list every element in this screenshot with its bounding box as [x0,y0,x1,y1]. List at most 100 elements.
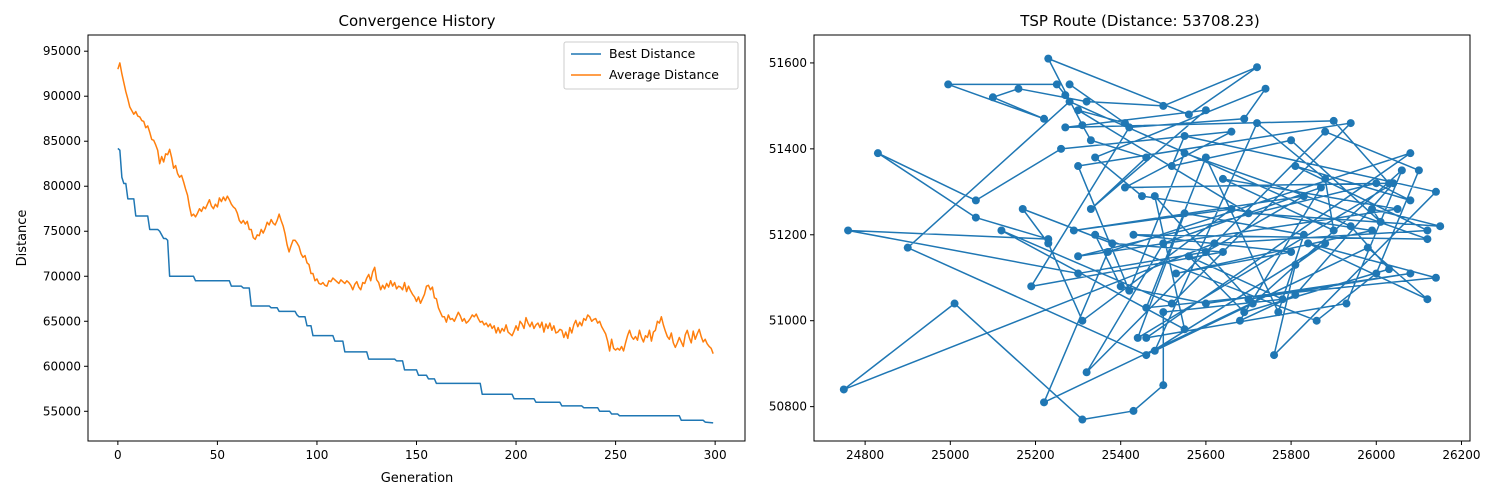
city-point [1397,166,1406,175]
city-point [1253,119,1262,128]
convergence-chart-title: Convergence History [338,12,495,30]
city-point [1040,114,1049,123]
y-tick-label: 51000 [769,314,807,328]
city-point [1069,226,1078,235]
y-tick-label: 85000 [43,134,81,148]
city-point [1389,179,1398,188]
city-point [903,243,912,252]
city-point [1078,121,1087,130]
city-point [1138,192,1146,201]
city-point [1167,162,1176,171]
city-point [1129,230,1138,239]
city-point [1235,316,1244,325]
tsp-route-plot-area [839,54,1445,424]
city-point [1431,187,1440,196]
city-point [1291,260,1300,269]
city-point [1261,84,1270,93]
city-point [1406,149,1415,158]
y-tick-label: 75000 [43,224,81,238]
city-point [971,213,980,222]
city-point [1052,80,1061,89]
city-point [1142,333,1151,342]
city-point [1385,265,1394,274]
city-point [1125,286,1134,295]
city-point [950,299,959,308]
city-point [1082,97,1091,106]
y-tick-label: 90000 [43,89,81,103]
city-point [1167,299,1176,308]
city-point [1346,222,1355,231]
city-point [1210,239,1219,248]
x-tick-label: 25600 [1187,448,1225,462]
city-point [1312,316,1321,325]
city-point [1159,101,1168,110]
city-point [1078,316,1087,325]
city-point [1218,174,1227,183]
city-point [1321,127,1330,136]
city-point [1040,398,1049,407]
city-point [1329,226,1338,235]
convergence-legend: Best Distance Average Distance [563,41,739,90]
city-point [1044,54,1053,63]
convergence-x-axis-label: Generation [381,471,454,486]
city-point [1201,247,1210,256]
tsp-x-ticks: 24800 25000 25200 25400 25600 25800 26000 26200 [846,441,1481,462]
city-point [1201,299,1210,308]
city-point [1159,308,1168,317]
city-point [1150,346,1159,355]
x-tick-label: 24800 [846,448,884,462]
city-point [844,226,853,235]
city-point [1159,381,1168,390]
city-point [1342,299,1351,308]
tsp-axes-frame [813,34,1471,442]
city-point [1274,308,1283,317]
city-point [1180,209,1189,218]
city-point [1065,97,1074,106]
city-point [1321,239,1330,248]
city-point [1074,269,1083,278]
city-point [1142,351,1151,360]
city-point [1329,116,1338,125]
city-point [1061,123,1070,132]
city-point [1406,269,1415,278]
city-point [1172,269,1181,278]
x-tick-label: 25000 [931,448,969,462]
city-point [1184,252,1193,261]
city-point [873,149,882,158]
city-point [1372,179,1381,188]
city-point [1044,239,1053,248]
city-point [1291,290,1300,299]
legend-box [563,41,739,90]
x-tick-label: 26200 [1442,448,1480,462]
city-point [971,196,980,205]
city-point [1227,127,1236,136]
legend-label-average: Average Distance [609,67,719,82]
convergence-plot-area [117,62,714,424]
city-point [1431,273,1440,282]
city-point [1086,136,1095,145]
city-point [1027,282,1036,291]
city-point [1253,63,1262,72]
tsp-route-path [843,57,1441,421]
city-point [1304,239,1313,248]
city-point [988,93,997,102]
city-point [1270,351,1279,360]
city-point [1423,235,1432,244]
average-distance-line [117,62,714,354]
city-point [1248,299,1257,308]
city-point [1227,205,1236,213]
best-distance-line [117,147,714,424]
x-tick-label: 100 [306,448,329,462]
city-point [1103,247,1112,256]
x-tick-label: 50 [210,448,225,462]
x-tick-label: 26000 [1357,448,1395,462]
city-point [1142,153,1151,162]
convergence-y-ticks: 55000 60000 65000 70000 75000 80000 85000 90000… [43,44,88,418]
x-tick-label: 25200 [1016,448,1054,462]
city-point [1291,162,1300,171]
city-point [1287,136,1296,145]
city-point [1142,303,1151,312]
city-point [1091,153,1100,162]
y-tick-label: 95000 [43,44,81,58]
x-tick-label: 0 [114,448,122,462]
